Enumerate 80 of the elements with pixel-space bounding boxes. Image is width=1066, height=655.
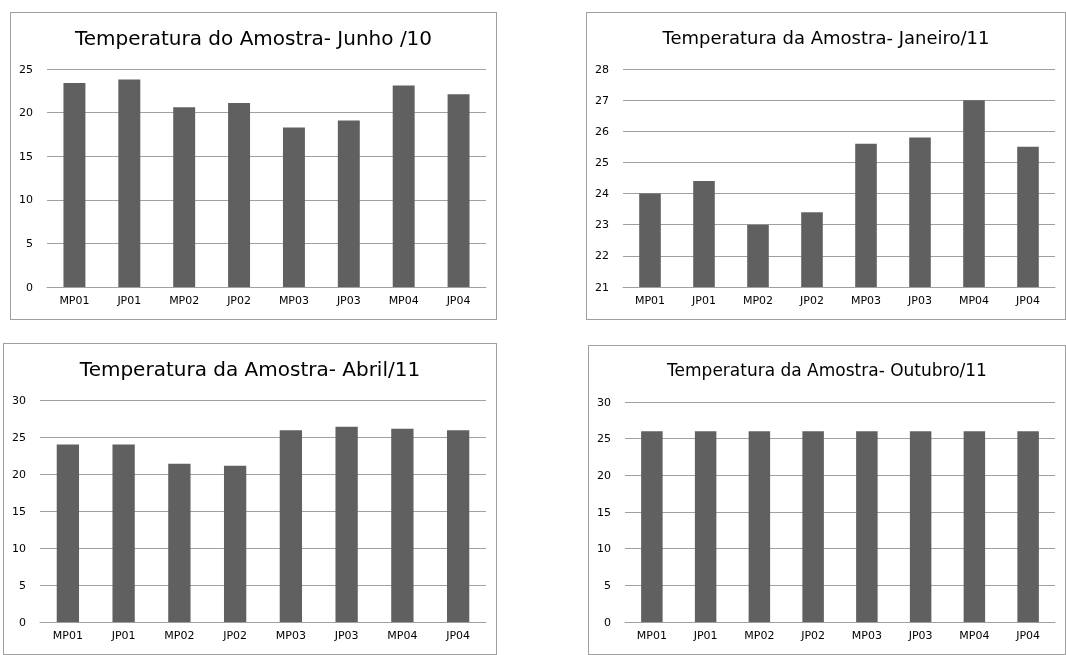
- y-tick-label: 0: [26, 280, 33, 294]
- y-tick-label: 27: [595, 93, 609, 107]
- x-tick-label: JP04: [1015, 294, 1040, 307]
- x-tick-label: MP02: [169, 294, 200, 307]
- y-tick-label: 0: [19, 615, 26, 629]
- x-tick-label: MP04: [959, 629, 990, 642]
- y-tick-label: 5: [19, 578, 26, 592]
- y-tick-label: 23: [595, 218, 609, 232]
- bar: [279, 430, 303, 622]
- x-tick-label: JP03: [335, 294, 361, 307]
- chart-title: Temperatura da Amostra- Outubro/11: [666, 359, 987, 380]
- y-tick-label: 26: [595, 124, 609, 138]
- x-tick-label: MP04: [387, 629, 418, 642]
- x-tick-label: JP01: [116, 294, 142, 307]
- x-tick-label: JP04: [1015, 629, 1041, 642]
- y-tick-label: 5: [26, 236, 33, 250]
- x-tick-label: JP01: [691, 294, 716, 307]
- y-tick-label: 0: [604, 615, 611, 629]
- x-tick-label: JP04: [445, 294, 471, 307]
- y-tick-label: 20: [19, 106, 33, 120]
- bar: [118, 79, 141, 287]
- bar: [447, 94, 470, 287]
- y-tick-label: 15: [12, 504, 26, 518]
- x-tick-label: MP01: [634, 294, 666, 307]
- x-tick-label: MP01: [636, 629, 667, 642]
- chart-title: Temperatura do Amostra- Junho /10: [73, 26, 433, 50]
- y-tick-label: 15: [597, 505, 611, 519]
- bar: [228, 103, 251, 287]
- x-tick-label: JP01: [110, 629, 136, 642]
- x-tick-label: JP04: [445, 629, 471, 642]
- x-tick-label: MP04: [388, 294, 419, 307]
- x-tick-label: JP02: [222, 629, 248, 642]
- y-tick-label: 25: [597, 432, 611, 446]
- x-tick-label: JP02: [226, 294, 251, 307]
- x-tick-label: JP03: [907, 629, 933, 642]
- y-tick-label: 5: [604, 578, 611, 592]
- y-tick-label: 25: [19, 62, 33, 76]
- bar: [282, 127, 305, 287]
- x-tick-label: JP02: [800, 629, 826, 642]
- x-tick-label: JP03: [333, 629, 359, 642]
- bar: [223, 465, 247, 622]
- chart-title: Temperatura da Amostra- Abril/11: [78, 357, 421, 381]
- y-tick-label: 25: [595, 155, 609, 169]
- x-tick-label: MP02: [744, 629, 775, 642]
- x-tick-label: MP03: [278, 294, 309, 307]
- bar: [112, 444, 135, 622]
- y-tick-label: 10: [12, 541, 26, 555]
- y-tick-label: 25: [12, 430, 26, 444]
- y-tick-label: 10: [19, 193, 33, 207]
- bar: [168, 463, 191, 622]
- bar: [56, 444, 80, 622]
- x-tick-label: JP03: [907, 294, 932, 307]
- x-tick-label: MP03: [275, 629, 306, 642]
- x-tick-label: MP01: [52, 629, 83, 642]
- x-tick-label: MP02: [742, 294, 774, 307]
- y-tick-label: 21: [595, 280, 609, 294]
- bar: [446, 430, 470, 622]
- y-tick-label: 24: [595, 187, 609, 201]
- x-tick-label: MP03: [850, 294, 882, 307]
- bar: [335, 426, 358, 622]
- y-tick-label: 30: [597, 395, 611, 409]
- bar: [63, 82, 86, 287]
- y-tick-label: 22: [595, 249, 609, 263]
- y-tick-label: 15: [19, 149, 33, 163]
- bar: [173, 107, 196, 287]
- x-tick-label: JP02: [799, 294, 824, 307]
- x-tick-label: MP03: [851, 629, 882, 642]
- x-tick-label: MP04: [958, 294, 990, 307]
- y-tick-label: 20: [12, 467, 26, 481]
- y-tick-label: 20: [597, 468, 611, 482]
- x-tick-label: MP02: [164, 629, 195, 642]
- y-tick-label: 30: [12, 393, 26, 407]
- bar: [337, 120, 360, 287]
- bar: [391, 428, 414, 622]
- y-tick-label: 28: [595, 62, 609, 76]
- y-tick-label: 10: [597, 542, 611, 556]
- bar: [392, 85, 415, 287]
- x-tick-label: MP01: [59, 294, 90, 307]
- chart-title: Temperatura da Amostra- Janeiro/11: [661, 26, 990, 48]
- x-tick-label: JP01: [692, 629, 718, 642]
